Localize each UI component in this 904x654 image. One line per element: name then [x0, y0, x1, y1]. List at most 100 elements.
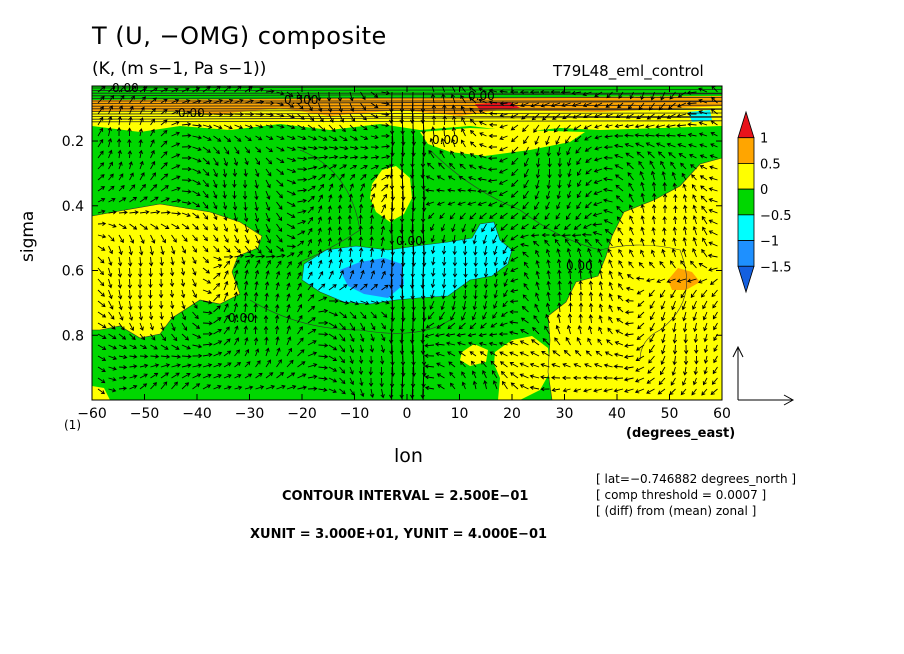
wind-arrow — [328, 183, 334, 192]
wind-arrow — [358, 366, 364, 375]
wind-arrow — [307, 216, 314, 225]
wind-arrow — [286, 190, 296, 196]
wind-arrow — [286, 271, 291, 280]
wind-arrow — [276, 234, 283, 243]
wind-arrow — [557, 179, 562, 189]
wind-arrow — [202, 352, 213, 358]
wind-arrow — [578, 302, 584, 312]
wind-arrow — [672, 237, 677, 247]
wind-arrow — [171, 153, 181, 159]
wind-arrow — [441, 234, 446, 244]
wind-arrow — [709, 165, 718, 170]
wind-arrow — [571, 233, 582, 238]
wind-arrow — [557, 269, 562, 280]
wind-arrow — [430, 278, 436, 289]
wind-arrow — [450, 150, 456, 159]
wind-arrow — [670, 161, 676, 170]
wind-arrow — [543, 124, 550, 134]
wind-arrow — [97, 300, 106, 308]
wind-arrow — [552, 113, 561, 120]
hot-streak-upper — [475, 102, 520, 110]
wind-arrow — [646, 388, 655, 394]
wind-arrow — [327, 102, 333, 113]
wind-arrow — [181, 344, 191, 350]
wind-arrow — [360, 124, 368, 131]
wind-arrow — [651, 204, 657, 214]
wind-arrow — [568, 302, 573, 312]
wind-arrow — [660, 300, 666, 310]
wind-arrow — [700, 289, 708, 298]
wind-arrow — [108, 173, 114, 181]
wind-arrow — [573, 375, 582, 381]
wind-arrow — [488, 111, 498, 116]
wind-arrow — [710, 278, 718, 285]
wind-arrow — [711, 289, 718, 298]
wind-arrow — [534, 135, 540, 146]
wind-arrow — [255, 87, 264, 93]
wind-arrow — [627, 102, 634, 110]
wind-arrow — [297, 135, 307, 141]
wind-arrow — [488, 133, 498, 139]
wind-arrow — [582, 102, 592, 108]
wind-arrow — [624, 388, 634, 393]
wind-arrow — [360, 155, 369, 160]
wind-arrow — [607, 327, 613, 335]
wind-arrow — [592, 212, 603, 217]
wind-arrow — [556, 190, 561, 200]
wind-arrow — [138, 267, 143, 278]
wind-arrow — [519, 384, 529, 390]
wind-arrow — [307, 374, 318, 380]
wind-arrow — [286, 336, 292, 346]
axes: −60 −50 −40 −30 −20 −10 0 10 20 30 40 50 600.20.40.6… — [62, 86, 731, 422]
wind-arrow — [233, 291, 239, 302]
wind-arrow — [202, 179, 209, 188]
wind-arrow — [511, 179, 519, 188]
wind-arrow — [244, 373, 253, 379]
wind-arrow — [360, 322, 366, 331]
wind-arrow — [276, 347, 281, 357]
upper-contour-line — [92, 109, 722, 112]
wind-arrow — [202, 267, 210, 274]
wind-arrow — [339, 388, 346, 395]
wind-arrow — [573, 363, 582, 368]
wind-arrow — [533, 124, 540, 133]
wind-arrow — [471, 311, 477, 321]
wind-arrow — [519, 89, 529, 95]
y-tick-label: 0.4 — [62, 199, 84, 215]
wind-arrow — [390, 124, 395, 146]
wind-arrow — [574, 135, 582, 143]
wind-arrow — [181, 178, 192, 183]
wind-arrow — [380, 355, 385, 365]
wind-arrow — [666, 278, 676, 284]
wind-arrow — [449, 371, 456, 379]
wind-arrow — [636, 333, 645, 341]
wind-arrow — [297, 177, 308, 182]
wind-arrow — [658, 377, 666, 386]
upper-contour-line — [92, 97, 722, 99]
wind-arrow — [498, 331, 508, 337]
wind-arrow — [547, 157, 552, 168]
wind-arrow — [108, 311, 115, 320]
wind-arrow — [550, 102, 561, 108]
wind-arrow — [128, 256, 133, 267]
wind-arrow — [139, 183, 146, 192]
wind-arrow — [677, 102, 687, 108]
wind-arrow — [625, 286, 634, 291]
wind-arrow — [180, 289, 186, 299]
wind-arrow — [328, 113, 334, 123]
wind-arrow — [202, 331, 213, 337]
wind-arrow — [544, 212, 550, 220]
wind-arrow — [276, 359, 282, 368]
wind-arrow — [127, 127, 132, 137]
wind-arrow — [469, 118, 477, 126]
wind-arrow — [554, 238, 561, 247]
wind-arrow — [502, 300, 508, 308]
wind-arrow — [379, 366, 384, 377]
wind-arrow — [624, 321, 634, 326]
wind-arrow — [469, 107, 477, 115]
wind-arrow — [595, 350, 603, 357]
wind-arrow — [108, 185, 115, 192]
wind-arrow — [202, 256, 210, 264]
wind-arrow — [613, 364, 624, 369]
wind-arrow — [499, 212, 508, 219]
